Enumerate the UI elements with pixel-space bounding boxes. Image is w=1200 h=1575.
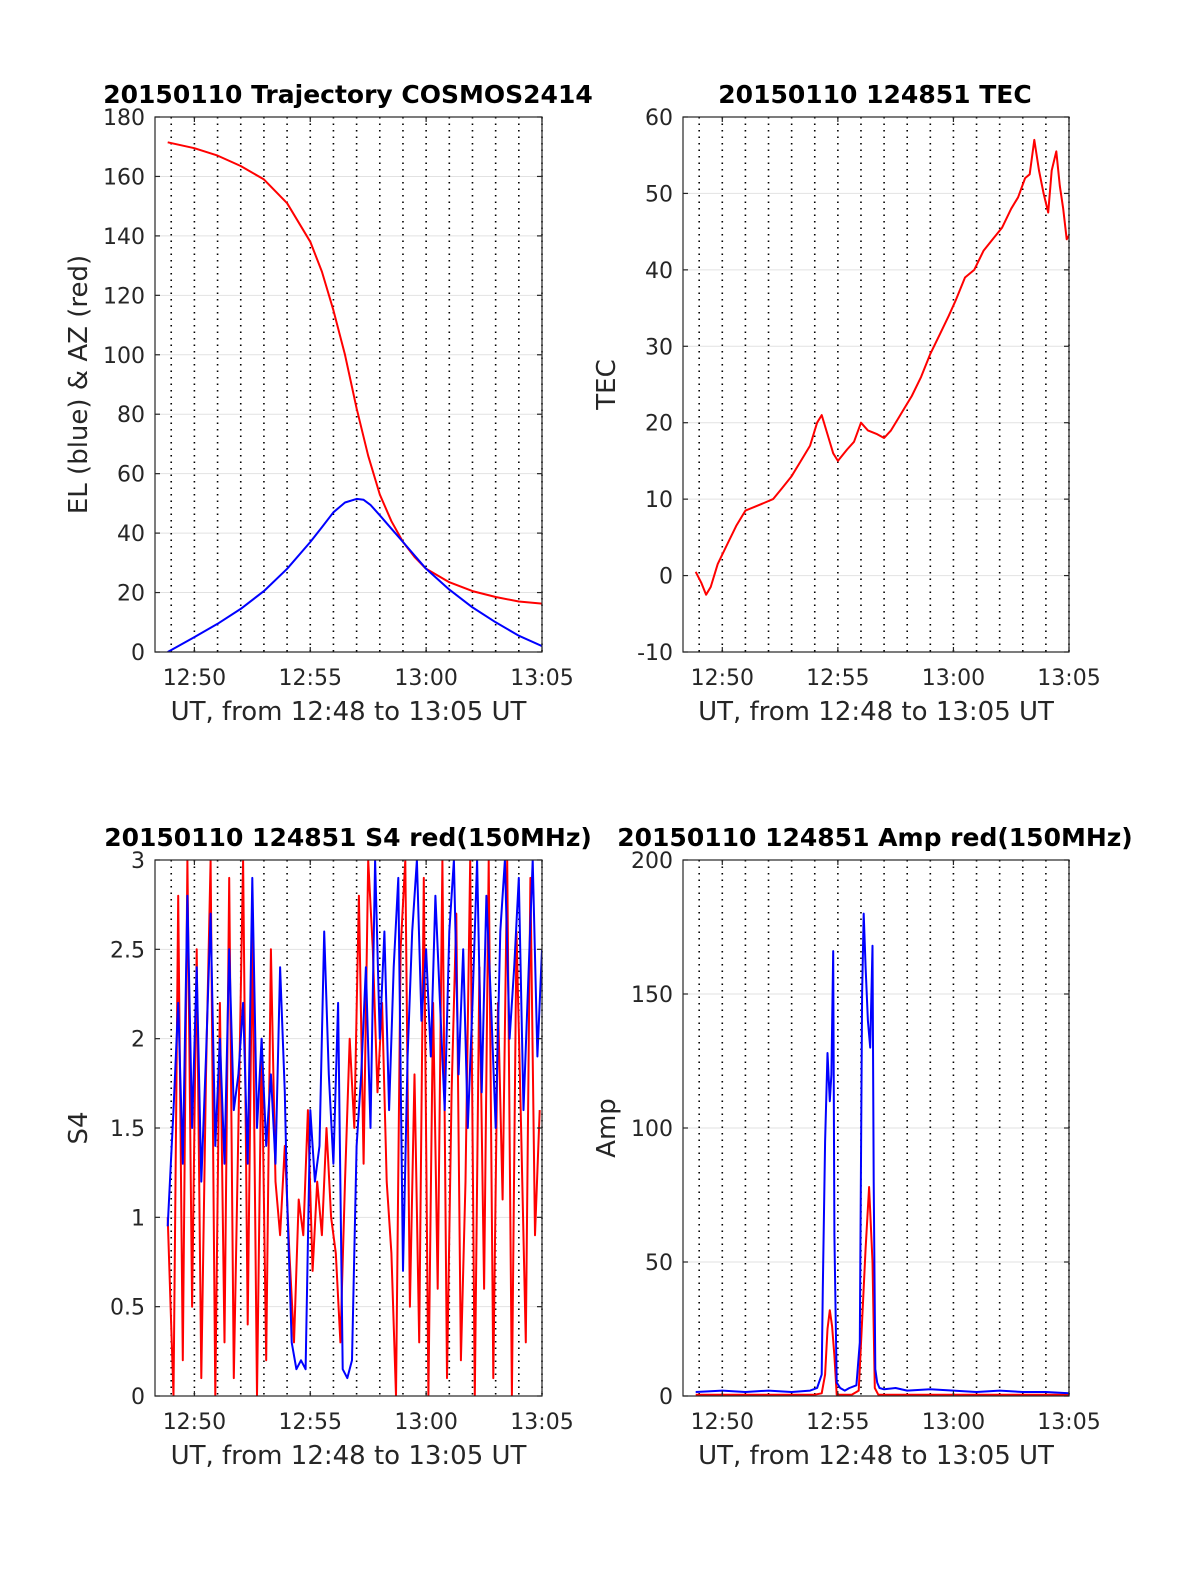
y-tick-label: -10 [637,641,673,666]
y-tick-label: 100 [631,1117,673,1142]
y-axis-label: S4 [64,1111,94,1144]
y-tick-label: 200 [631,849,673,874]
series-line-2 [167,497,542,652]
x-axis-label: UT, from 12:48 to 13:05 UT [171,1441,527,1471]
y-tick-label: 40 [117,522,145,547]
x-tick-label: 12:50 [163,1410,226,1435]
axes-box [154,116,543,653]
y-tick-label: 2 [131,1028,145,1053]
y-tick-label: 80 [117,403,145,428]
chart-panel-1: 0 20 40 60 80 100 120 140 160 180 12:50 12:55 13:00 1… [64,80,593,727]
x-tick-label: 13:00 [394,666,457,691]
chart-title: 20150110 124851 TEC [718,80,1031,109]
y-tick-label: 20 [117,582,145,607]
x-tick-label: 12:50 [691,1410,754,1435]
y-tick-label: 150 [631,983,673,1008]
x-tick-label: 12:55 [279,666,342,691]
y-tick-label: 180 [103,106,145,131]
y-tick-label: 40 [645,259,673,284]
y-tick-label: 160 [103,165,145,190]
y-tick-label: 0 [131,1385,145,1410]
y-tick-label: 120 [103,284,145,309]
chart-title: 20150110 Trajectory COSMOS2414 [103,80,593,109]
x-tick-label: 13:05 [510,666,573,691]
x-tick-label: 12:55 [806,666,869,691]
x-tick-label: 12:50 [163,666,226,691]
y-tick-label: 0 [659,1385,673,1410]
y-tick-label: 3 [131,849,145,874]
x-tick-label: 12:55 [279,1410,342,1435]
y-tick-label: 10 [645,488,673,513]
chart-panel-2: -10 0 10 20 30 40 50 60 12:50 12:55 13:00 13:05 UT, … [592,80,1101,727]
y-tick-label: 2.5 [110,938,145,963]
y-tick-label: 0 [659,565,673,590]
x-tick-label: 13:05 [510,1410,573,1435]
chart-title: 20150110 124851 S4 red(150MHz) [104,823,592,852]
y-tick-label: 50 [645,182,673,207]
chart-title: 20150110 124851 Amp red(150MHz) [617,823,1133,852]
x-tick-label: 13:00 [922,1410,985,1435]
y-tick-label: 60 [117,463,145,488]
chart-panel-3: 0 0.5 1 1.5 2 2.5 3 12:50 12:55 13:00 13:05 UT, fro… [64,823,592,1471]
series-line-1 [695,1186,1069,1396]
y-axis-label: Amp [592,1098,622,1158]
y-tick-label: 100 [103,344,145,369]
y-tick-label: 0.5 [110,1296,145,1321]
series-line-2 [695,912,1069,1395]
y-tick-label: 140 [103,225,145,250]
y-tick-label: 60 [645,106,673,131]
y-tick-label: 50 [645,1251,673,1276]
x-axis-label: UT, from 12:48 to 13:05 UT [698,697,1054,727]
x-axis-label: UT, from 12:48 to 13:05 UT [698,1441,1054,1471]
y-tick-label: 1.5 [110,1117,145,1142]
axes-box [682,116,1070,653]
x-tick-label: 13:05 [1037,1410,1100,1435]
x-tick-label: 13:05 [1037,666,1100,691]
y-tick-label: 1 [131,1206,145,1231]
y-axis-label: EL (blue) & AZ (red) [64,255,94,514]
chart-panel-4: 0 50 100 150 200 12:50 12:55 13:00 13:05 UT, from… [592,823,1133,1471]
y-tick-label: 0 [131,641,145,666]
series-line-2 [166,860,542,1380]
y-tick-label: 20 [645,412,673,437]
y-tick-label: 30 [645,335,673,360]
x-tick-label: 13:00 [922,666,985,691]
x-tick-label: 13:00 [394,1410,457,1435]
x-axis-label: UT, from 12:48 to 13:05 UT [171,697,527,727]
x-tick-label: 12:55 [806,1410,869,1435]
series-line-1 [167,141,542,605]
x-tick-label: 12:50 [691,666,754,691]
series-line-1 [166,860,541,1396]
y-axis-label: TEC [592,359,622,410]
series-line-1 [694,138,1069,596]
